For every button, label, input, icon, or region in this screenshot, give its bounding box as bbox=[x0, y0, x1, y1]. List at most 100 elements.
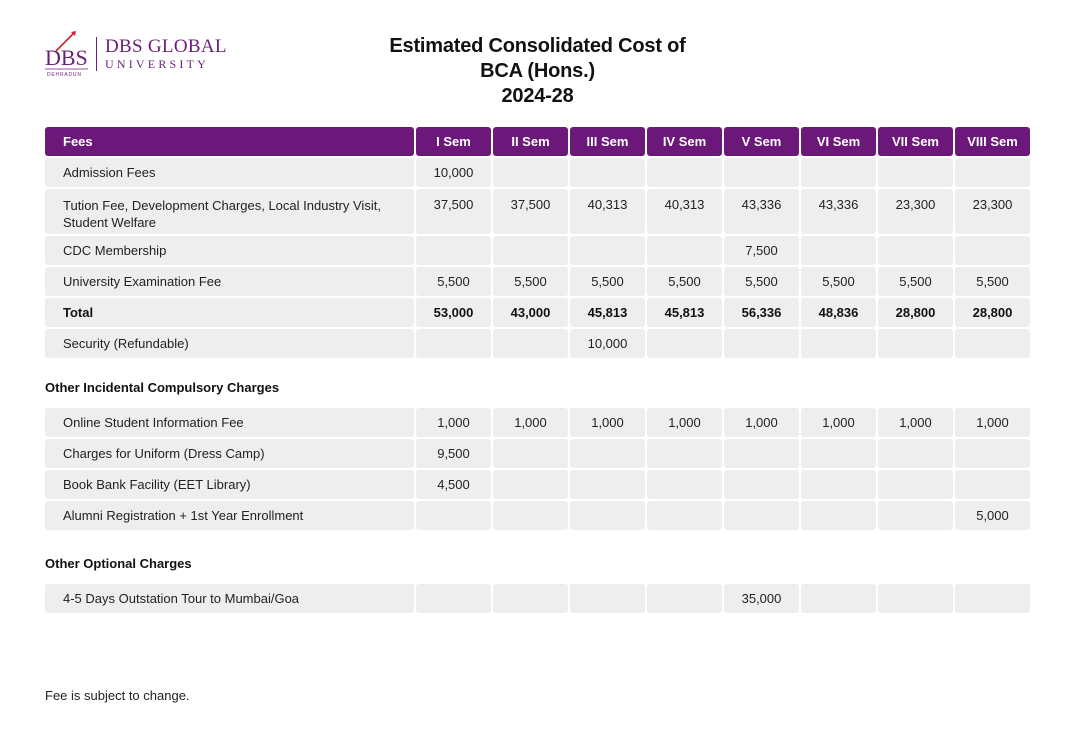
charge-value bbox=[570, 584, 645, 613]
footnote: Fee is subject to change. bbox=[45, 688, 190, 703]
total-value: 45,813 bbox=[570, 298, 645, 327]
fee-value bbox=[493, 236, 568, 265]
logo-divider bbox=[96, 37, 97, 71]
charge-label: 4-5 Days Outstation Tour to Mumbai/Goa bbox=[45, 584, 414, 613]
charge-label: Charges for Uniform (Dress Camp) bbox=[45, 439, 414, 468]
charge-value bbox=[647, 439, 722, 468]
header-sem: VI Sem bbox=[801, 127, 876, 156]
charge-value: 1,000 bbox=[955, 408, 1030, 437]
header-fees: Fees bbox=[45, 127, 414, 156]
header-sem: I Sem bbox=[416, 127, 491, 156]
fee-value: 5,500 bbox=[878, 267, 953, 296]
charge-value bbox=[570, 501, 645, 530]
fee-value: 40,313 bbox=[570, 189, 645, 234]
charge-label: Alumni Registration + 1st Year Enrollmen… bbox=[45, 501, 414, 530]
fee-value: 23,300 bbox=[955, 189, 1030, 234]
fee-value: 43,336 bbox=[724, 189, 799, 234]
incidental-section-title: Other Incidental Compulsory Charges bbox=[45, 380, 280, 395]
fee-value: 37,500 bbox=[493, 189, 568, 234]
optional-charges-table: 4-5 Days Outstation Tour to Mumbai/Goa 35… bbox=[45, 584, 1030, 613]
charge-label: Book Bank Facility (EET Library) bbox=[45, 470, 414, 499]
fees-table: Fees I Sem II Sem III Sem IV Sem V Sem VI Sem V… bbox=[45, 127, 1030, 358]
charge-value bbox=[801, 470, 876, 499]
fee-value bbox=[724, 329, 799, 358]
fee-value bbox=[801, 329, 876, 358]
fee-value bbox=[416, 329, 491, 358]
title-line3: 2024-28 bbox=[501, 85, 574, 107]
fee-value bbox=[570, 158, 645, 187]
fee-value bbox=[647, 158, 722, 187]
fee-value bbox=[647, 236, 722, 265]
total-value: 28,800 bbox=[878, 298, 953, 327]
header-sem: VIII Sem bbox=[955, 127, 1030, 156]
fee-value: 23,300 bbox=[878, 189, 953, 234]
header-sem: VII Sem bbox=[878, 127, 953, 156]
charge-value: 1,000 bbox=[878, 408, 953, 437]
charge-value: 1,000 bbox=[570, 408, 645, 437]
charge-value: 1,000 bbox=[647, 408, 722, 437]
charge-value bbox=[878, 470, 953, 499]
fee-value bbox=[493, 158, 568, 187]
fee-value: 5,500 bbox=[416, 267, 491, 296]
title-line2: BCA (Hons.) bbox=[480, 60, 595, 82]
charge-label: Online Student Information Fee bbox=[45, 408, 414, 437]
charge-value bbox=[955, 584, 1030, 613]
fee-value bbox=[955, 236, 1030, 265]
total-value: 43,000 bbox=[493, 298, 568, 327]
fee-value bbox=[416, 236, 491, 265]
charge-value bbox=[801, 584, 876, 613]
charge-value: 1,000 bbox=[801, 408, 876, 437]
university-logo: DBS DEHRADUN DBS GLOBAL UNIVERSITY bbox=[44, 26, 227, 82]
charge-value bbox=[724, 470, 799, 499]
fee-value bbox=[955, 158, 1030, 187]
charge-value bbox=[493, 584, 568, 613]
logo-line1: DBS GLOBAL bbox=[105, 36, 227, 57]
fee-value: 43,336 bbox=[801, 189, 876, 234]
fee-label: University Examination Fee bbox=[45, 267, 414, 296]
fee-label: Security (Refundable) bbox=[45, 329, 414, 358]
header-sem: IV Sem bbox=[647, 127, 722, 156]
charge-value: 1,000 bbox=[416, 408, 491, 437]
charge-value bbox=[878, 501, 953, 530]
fee-value bbox=[724, 158, 799, 187]
charge-value bbox=[416, 501, 491, 530]
total-value: 45,813 bbox=[647, 298, 722, 327]
charge-value bbox=[955, 470, 1030, 499]
fee-value bbox=[878, 329, 953, 358]
charge-value: 9,500 bbox=[416, 439, 491, 468]
logo-mark-subtext: DEHRADUN bbox=[47, 72, 82, 78]
fee-value bbox=[955, 329, 1030, 358]
total-label: Total bbox=[45, 298, 414, 327]
charge-value: 1,000 bbox=[493, 408, 568, 437]
charge-value bbox=[878, 584, 953, 613]
fee-value: 40,313 bbox=[647, 189, 722, 234]
fee-value: 5,500 bbox=[570, 267, 645, 296]
fee-value bbox=[878, 158, 953, 187]
optional-section-title: Other Optional Charges bbox=[45, 556, 192, 571]
charge-value bbox=[801, 501, 876, 530]
fee-label: CDC Membership bbox=[45, 236, 414, 265]
fee-value bbox=[493, 329, 568, 358]
charge-value bbox=[724, 439, 799, 468]
header-sem: III Sem bbox=[570, 127, 645, 156]
dbs-logo-mark: DBS DEHRADUN bbox=[44, 29, 90, 79]
fee-value bbox=[878, 236, 953, 265]
charge-value bbox=[647, 584, 722, 613]
charge-value: 35,000 bbox=[724, 584, 799, 613]
page-title: Estimated Consolidated Cost of BCA (Hons… bbox=[300, 34, 775, 109]
fee-value: 7,500 bbox=[724, 236, 799, 265]
fee-value: 5,500 bbox=[724, 267, 799, 296]
fee-label: Tution Fee, Development Charges, Local I… bbox=[45, 189, 414, 234]
total-value: 28,800 bbox=[955, 298, 1030, 327]
charge-value bbox=[878, 439, 953, 468]
charge-value: 1,000 bbox=[724, 408, 799, 437]
charge-value bbox=[493, 470, 568, 499]
charge-value bbox=[647, 501, 722, 530]
fee-value: 10,000 bbox=[416, 158, 491, 187]
total-value: 48,836 bbox=[801, 298, 876, 327]
fee-value bbox=[570, 236, 645, 265]
fee-value: 5,500 bbox=[493, 267, 568, 296]
charge-value bbox=[416, 584, 491, 613]
charge-value bbox=[647, 470, 722, 499]
logo-mark-text: DBS bbox=[45, 45, 88, 70]
